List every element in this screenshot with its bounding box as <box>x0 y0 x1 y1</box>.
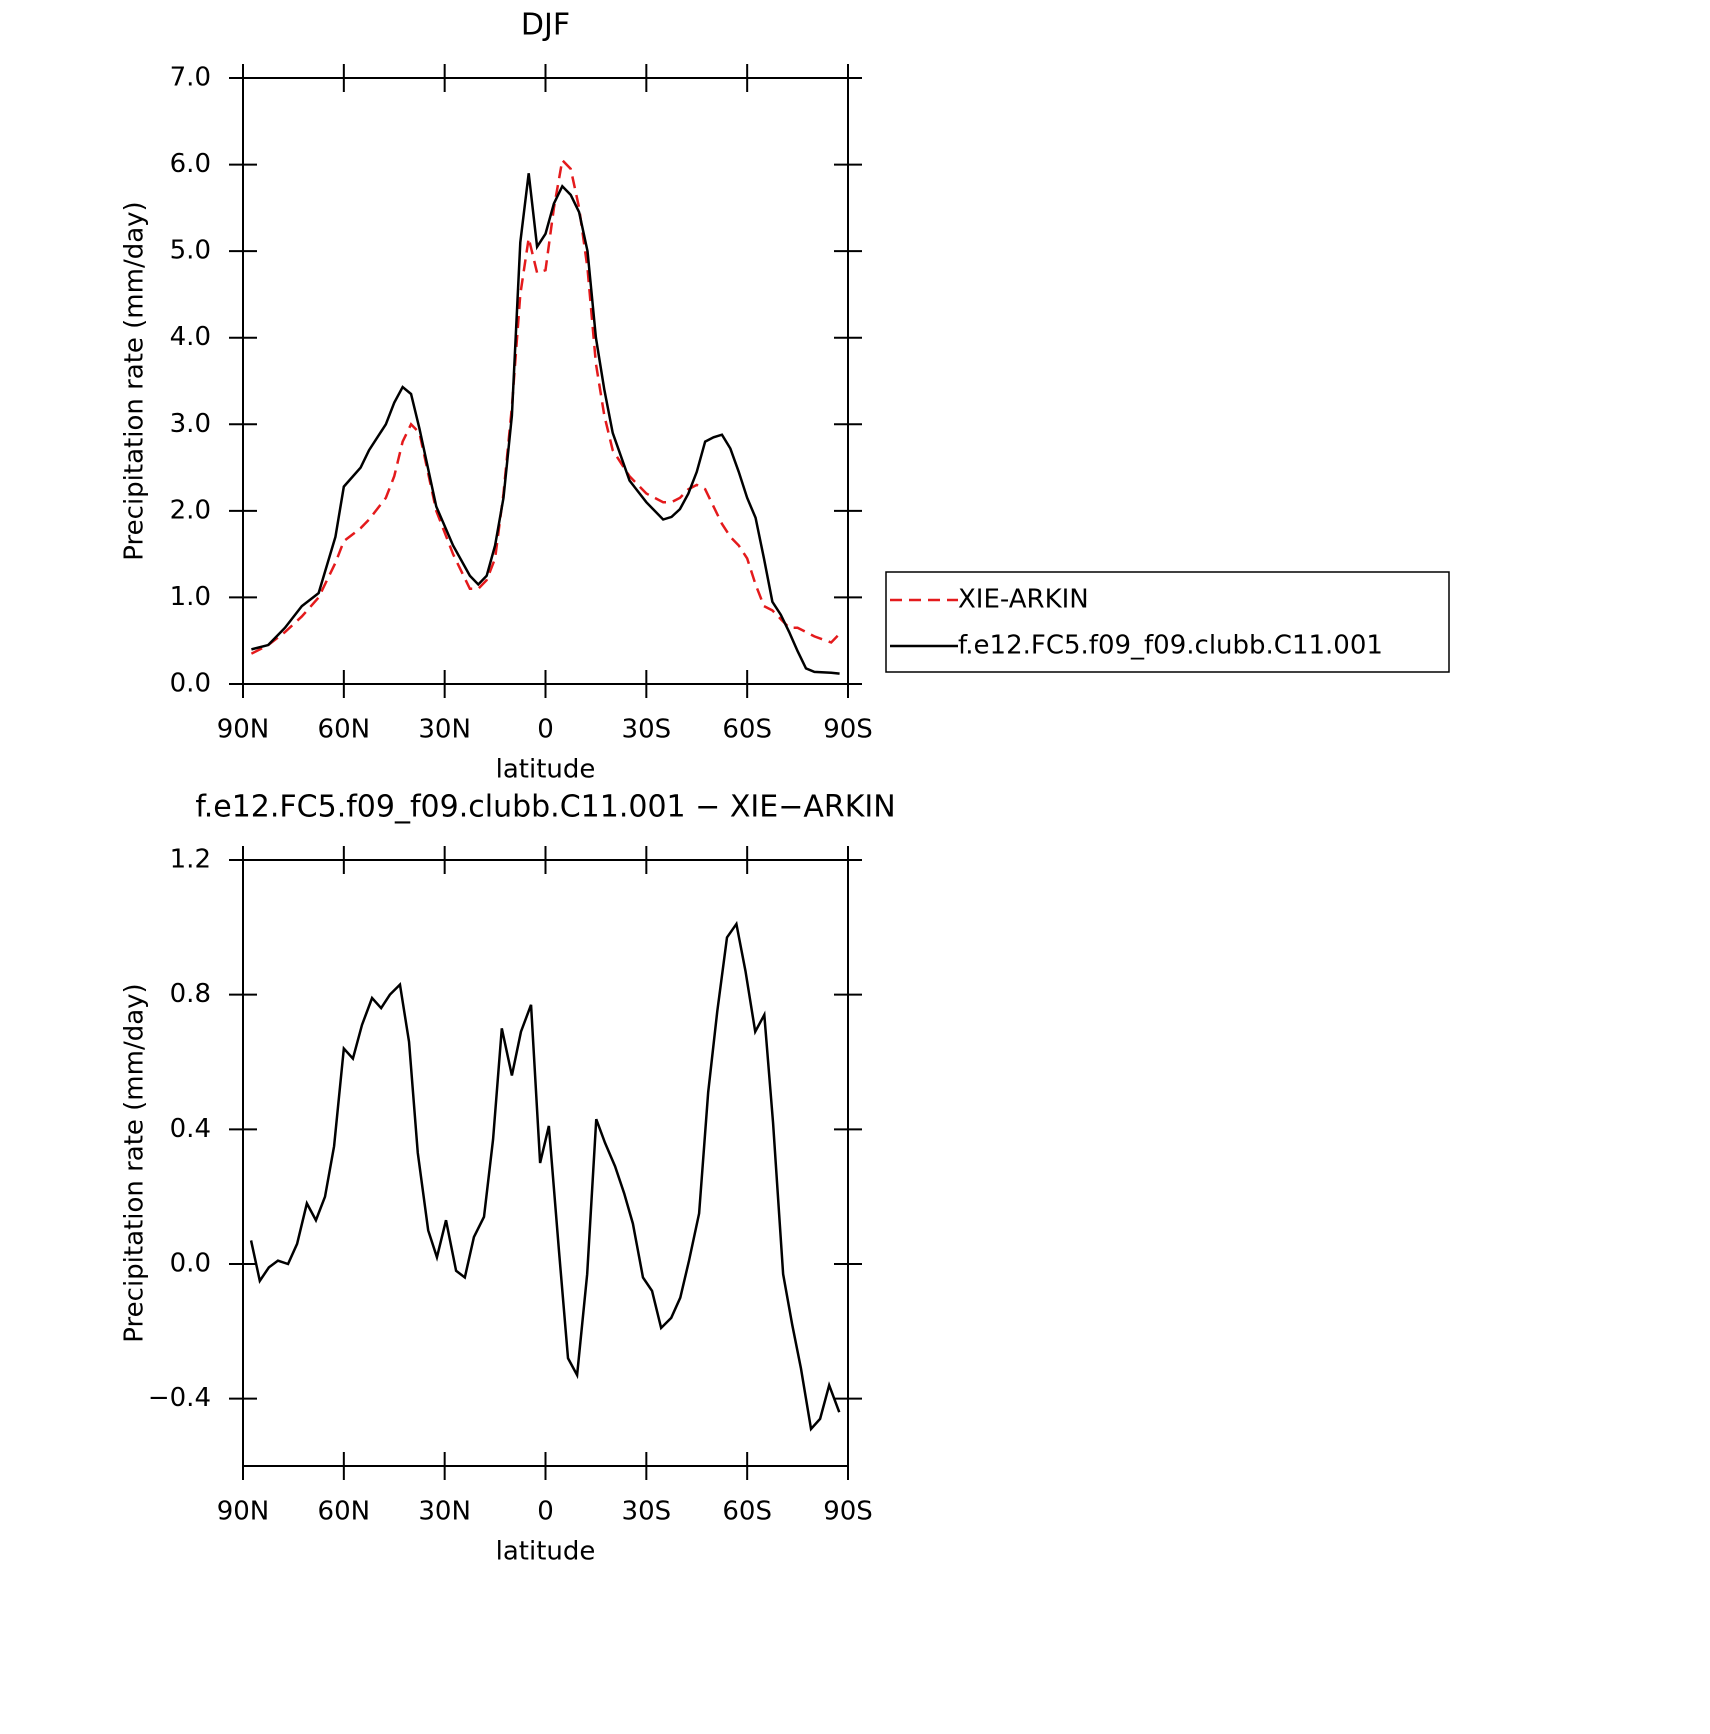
data-line <box>251 173 840 675</box>
x-tick-label: 60N <box>318 1497 371 1527</box>
legend-label: XIE-ARKIN <box>958 585 1089 615</box>
chart-title: DJF <box>521 8 570 43</box>
y-tick-label: 1.2 <box>170 845 211 875</box>
x-tick-label: 0 <box>537 1497 554 1527</box>
y-tick-label: 3.0 <box>170 409 211 439</box>
y-tick-label: 6.0 <box>170 149 211 179</box>
chart-title: f.e12.FC5.f09_f09.clubb.C11.001 − XIE−AR… <box>195 790 895 825</box>
y-tick-label: 0.0 <box>170 1249 211 1279</box>
y-tick-label: −0.4 <box>148 1383 211 1413</box>
data-line <box>249 920 841 1432</box>
y-tick-label: 0.4 <box>170 1114 211 1144</box>
y-tick-label: 0.0 <box>170 669 211 699</box>
y-tick-label: 7.0 <box>170 63 211 93</box>
x-tick-label: 30N <box>418 1497 471 1527</box>
x-tick-label: 90S <box>823 715 873 745</box>
legend-box <box>885 571 1450 673</box>
y-tick-label: 1.0 <box>170 582 211 612</box>
x-axis-label: latitude <box>496 1537 596 1567</box>
y-axis-label: Precipitation rate (mm/day) <box>120 983 150 1342</box>
y-tick-label: 4.0 <box>170 322 211 352</box>
x-tick-label: 60S <box>722 1497 772 1527</box>
data-line <box>250 157 841 655</box>
y-tick-label: 5.0 <box>170 236 211 266</box>
x-axis-label: latitude <box>496 755 596 785</box>
y-tick-label: 0.8 <box>170 979 211 1009</box>
x-tick-label: 60N <box>318 715 371 745</box>
x-tick-label: 30S <box>622 1497 672 1527</box>
x-tick-label: 60S <box>722 715 772 745</box>
x-tick-label: 30S <box>622 715 672 745</box>
x-tick-label: 90S <box>823 1497 873 1527</box>
plot-frame <box>242 859 849 1467</box>
x-tick-label: 90N <box>217 1497 270 1527</box>
x-tick-label: 90N <box>217 715 270 745</box>
plot-frame <box>242 77 849 685</box>
y-axis-label: Precipitation rate (mm/day) <box>120 201 150 560</box>
x-tick-label: 30N <box>418 715 471 745</box>
legend-label: f.e12.FC5.f09_f09.clubb.C11.001 <box>958 631 1383 661</box>
y-tick-label: 2.0 <box>170 495 211 525</box>
x-tick-label: 0 <box>537 715 554 745</box>
